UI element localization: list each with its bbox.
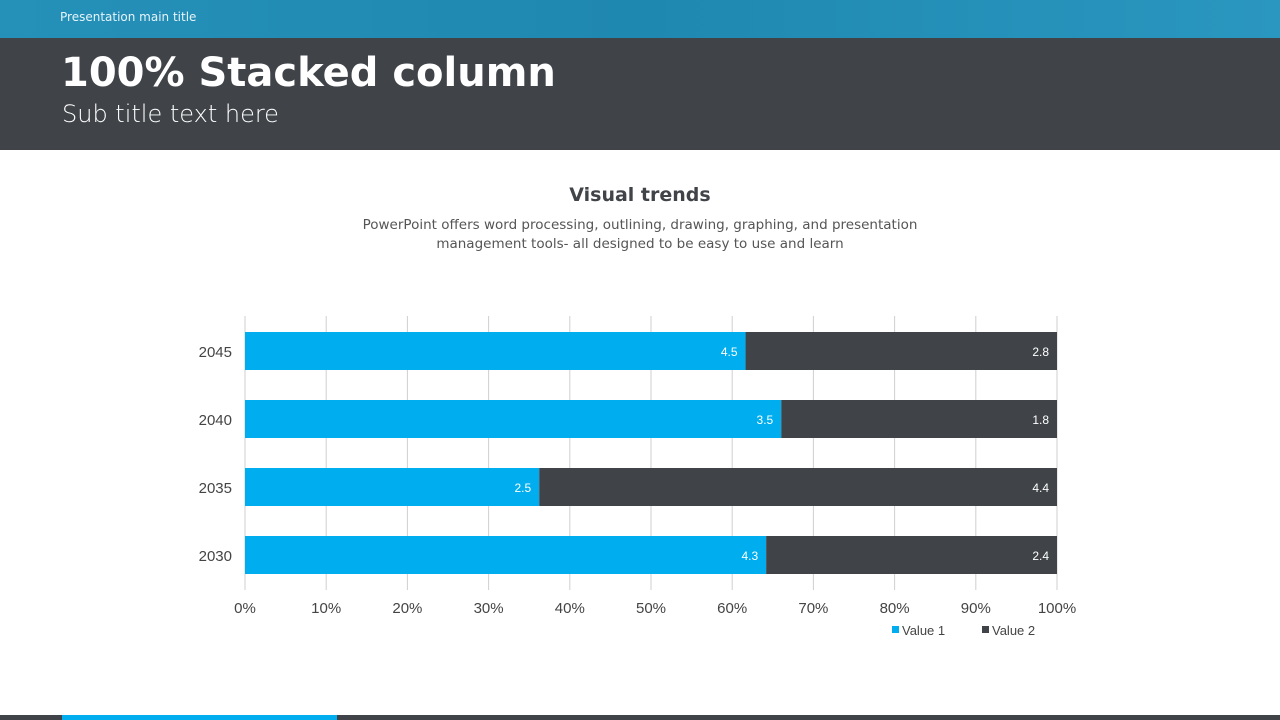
chart-description: PowerPoint offers word processing, outli…: [362, 217, 918, 252]
legend-label: Value 1: [902, 623, 945, 638]
bar-segment: [245, 468, 540, 506]
bar-segment: [245, 332, 746, 370]
header: 100% Stacked column Sub title text here: [0, 38, 1280, 150]
bar-segment: [245, 400, 782, 438]
legend-label: Value 2: [992, 623, 1035, 638]
data-label: 3.5: [757, 413, 774, 427]
x-tick-label: 100%: [1038, 600, 1076, 617]
data-label: 4.5: [721, 345, 738, 359]
legend-swatch: [892, 626, 899, 633]
x-tick-label: 20%: [392, 600, 422, 617]
page-subtitle: Sub title text here: [62, 100, 279, 128]
legend-swatch: [982, 626, 989, 633]
presentation-main-title: Presentation main title: [60, 10, 197, 24]
bar-segment: [766, 536, 1057, 574]
bar-segment: [781, 400, 1057, 438]
y-tick-label: 2035: [199, 480, 232, 497]
page-title: 100% Stacked column: [61, 50, 556, 96]
bar-segment: [539, 468, 1057, 506]
x-tick-label: 40%: [555, 600, 585, 617]
y-tick-label: 2045: [199, 344, 232, 361]
x-tick-label: 50%: [636, 600, 666, 617]
data-label: 2.4: [1032, 549, 1049, 563]
data-label: 2.5: [515, 481, 532, 495]
data-label: 4.4: [1032, 481, 1049, 495]
x-tick-label: 60%: [717, 600, 747, 617]
y-tick-label: 2030: [199, 548, 232, 565]
x-tick-label: 0%: [234, 600, 256, 617]
data-label: 4.3: [741, 549, 758, 563]
data-label: 2.8: [1032, 345, 1049, 359]
x-tick-label: 80%: [880, 600, 910, 617]
footer-accent: [62, 715, 337, 720]
top-banner: Presentation main title: [0, 0, 1280, 38]
footer-bar: [0, 715, 1280, 720]
x-tick-label: 70%: [798, 600, 828, 617]
bar-segment: [745, 332, 1057, 370]
bar-segment: [245, 536, 767, 574]
chart-title: Visual trends: [569, 184, 711, 206]
y-tick-label: 2040: [199, 412, 232, 429]
x-tick-label: 30%: [474, 600, 504, 617]
data-label: 1.8: [1032, 413, 1049, 427]
x-tick-label: 90%: [961, 600, 991, 617]
x-tick-label: 10%: [311, 600, 341, 617]
